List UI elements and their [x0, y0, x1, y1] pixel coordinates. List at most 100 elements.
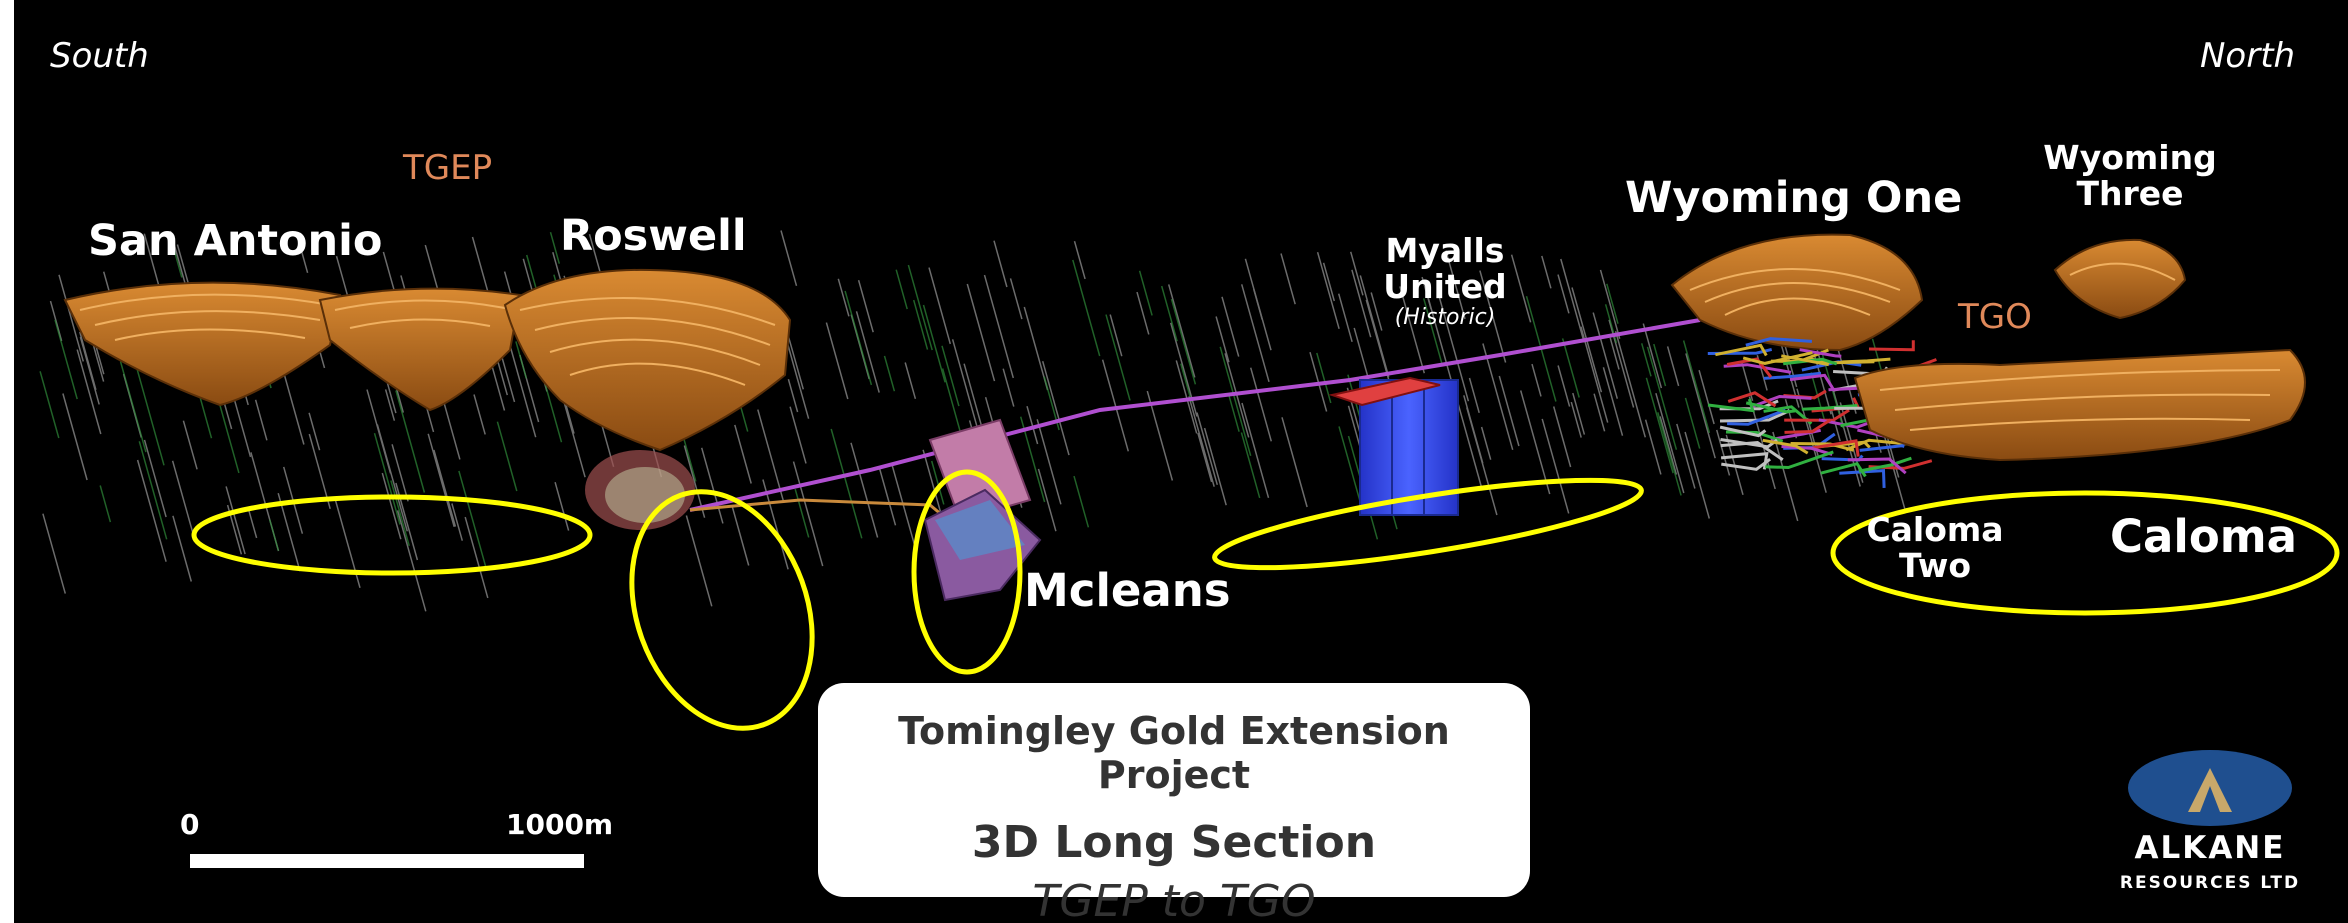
- drill-trace: [1241, 402, 1270, 499]
- drill-trace: [951, 339, 980, 434]
- drill-trace: [1351, 269, 1372, 338]
- scale-bar: [190, 854, 584, 868]
- drill-trace: [1445, 250, 1466, 320]
- drill-trace: [1337, 293, 1353, 343]
- underground-drive: [1745, 337, 1812, 347]
- zone-label-tgo: TGO: [1958, 297, 2032, 337]
- drill-trace: [138, 441, 168, 540]
- drill-trace: [1560, 258, 1585, 343]
- drill-trace: [473, 394, 486, 435]
- underground-drive: [1812, 439, 1860, 457]
- drill-trace: [1101, 359, 1130, 452]
- drill-trace: [509, 346, 537, 438]
- drill-trace: [1037, 468, 1057, 532]
- drill-trace: [1552, 406, 1572, 468]
- drill-trace: [1180, 363, 1193, 403]
- highlight-ellipses: [191, 469, 2340, 731]
- drill-trace: [391, 444, 409, 502]
- drill-trace: [1482, 343, 1514, 451]
- label-myalls-line2: United: [1383, 267, 1507, 307]
- drill-trace: [1684, 431, 1711, 519]
- drill-trace: [1682, 340, 1711, 434]
- drill-trace: [171, 460, 195, 537]
- drill-trace: [119, 361, 147, 453]
- title-line3: TGEP to TGO: [1032, 876, 1316, 923]
- drill-trace: [1073, 240, 1086, 280]
- drill-trace: [983, 274, 1015, 379]
- drill-trace: [1810, 372, 1827, 424]
- drill-trace: [1531, 363, 1542, 397]
- drill-trace: [1349, 251, 1364, 296]
- drill-trace: [427, 433, 455, 528]
- drill-trace: [912, 299, 929, 350]
- drill-trace: [1479, 270, 1507, 363]
- drill-trace: [247, 507, 258, 539]
- label-wyoming-three: Wyoming Three: [2030, 139, 2230, 214]
- drill-trace: [390, 480, 410, 547]
- drill-trace: [844, 290, 873, 386]
- drill-trace: [1557, 274, 1570, 314]
- drill-trace: [857, 279, 874, 333]
- drill-trace: [1316, 251, 1340, 330]
- drill-trace: [1468, 377, 1480, 414]
- underground-drive: [1752, 394, 1812, 408]
- wyoming-one-pit: [1670, 233, 1924, 352]
- drill-trace: [1830, 408, 1841, 442]
- drill-trace: [930, 460, 945, 505]
- label-wyoming-one: Wyoming One: [1625, 173, 1963, 223]
- drill-trace: [907, 264, 933, 351]
- drill-trace: [1437, 292, 1470, 402]
- drill-trace: [1227, 393, 1240, 432]
- logo-subtitle: RESOURCES LTD: [2119, 873, 2301, 893]
- drill-traces-green: [39, 231, 1895, 569]
- highlight-ellipse-roswell-depth: [629, 489, 815, 731]
- label-myalls-line1: Myalls: [1385, 231, 1505, 270]
- drill-trace: [1599, 269, 1621, 339]
- underground-drive: [1723, 363, 1792, 374]
- drill-trace: [1684, 397, 1701, 449]
- underground-drive: [1719, 425, 1767, 438]
- drill-trace: [1593, 393, 1606, 432]
- drill-trace: [136, 459, 167, 562]
- drill-trace: [1170, 298, 1197, 385]
- underground-drive: [1719, 409, 1791, 423]
- underground-drive: [1727, 391, 1777, 408]
- drill-trace: [1370, 292, 1383, 331]
- drill-trace: [225, 486, 246, 555]
- logo-name: ALKANE: [2134, 830, 2286, 866]
- underground-drive: [1847, 457, 1907, 475]
- scale-end-label: 1000m: [506, 808, 614, 841]
- drill-trace: [794, 488, 810, 538]
- underground-drive: [1789, 373, 1836, 392]
- drill-trace: [1002, 368, 1015, 407]
- drill-trace: [837, 278, 850, 317]
- drill-trace: [1609, 337, 1620, 370]
- drill-trace: [1645, 377, 1674, 474]
- drill-trace: [216, 393, 240, 474]
- drill-trace: [99, 485, 112, 523]
- drill-trace: [787, 378, 799, 413]
- label-wyoming-three-line2: Three: [2076, 174, 2184, 214]
- highlight-ellipse-myalls: [1212, 477, 1644, 571]
- drill-trace: [79, 331, 97, 391]
- drill-trace: [1666, 346, 1680, 387]
- drill-trace: [395, 390, 426, 493]
- highlight-ellipse-san-antonio-depth: [191, 494, 593, 576]
- central-pit: [318, 287, 522, 412]
- drill-trace: [1498, 375, 1520, 447]
- drill-trace: [1197, 432, 1213, 483]
- left-edge-strip: [0, 0, 14, 923]
- drill-trace: [1136, 291, 1150, 335]
- drill-trace: [1561, 338, 1580, 398]
- drill-trace: [700, 447, 724, 524]
- mcleans-orebody: [923, 418, 1042, 602]
- drill-trace: [1215, 316, 1230, 363]
- drill-trace: [133, 358, 165, 466]
- drill-trace: [376, 424, 409, 532]
- drill-trace: [1646, 346, 1678, 450]
- underground-drive: [1727, 408, 1786, 426]
- drill-trace: [42, 513, 67, 594]
- title-line2: 3D Long Section: [971, 817, 1377, 868]
- label-mcleans: Mcleans: [1024, 564, 1231, 617]
